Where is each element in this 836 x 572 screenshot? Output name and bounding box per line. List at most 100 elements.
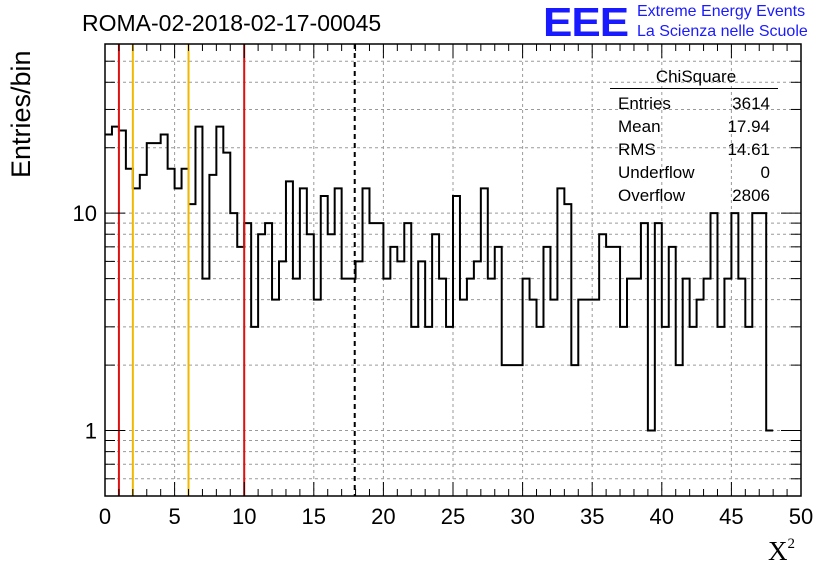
logo-line-1: Extreme Energy Events — [637, 3, 806, 20]
stats-value: 3614 — [732, 94, 770, 113]
histogram-bin — [745, 327, 752, 496]
histogram-outline — [105, 125, 774, 432]
histogram-bin — [523, 279, 530, 496]
histogram-bin — [251, 327, 258, 496]
x-tick-label: 10 — [232, 504, 256, 529]
histogram-bin — [641, 223, 648, 496]
histogram-bin — [543, 247, 550, 496]
x-tick-label: 40 — [650, 504, 674, 529]
histogram-bin — [182, 169, 189, 496]
histogram-bin — [376, 223, 383, 496]
histogram-bin — [446, 327, 453, 496]
x-tick-label: 30 — [510, 504, 534, 529]
stats-value: 17.94 — [727, 117, 770, 136]
histogram-bin — [126, 169, 133, 496]
stats-box-title: ChiSquare — [610, 66, 778, 89]
eee-logo: EEE — [543, 0, 629, 46]
histogram-bin — [154, 143, 161, 496]
histogram-bin — [550, 300, 557, 496]
histogram-bin — [244, 223, 251, 496]
histogram-bin — [738, 279, 745, 496]
histogram-bin — [383, 279, 390, 496]
histogram-bin — [578, 300, 585, 496]
histogram-bin — [168, 169, 175, 496]
histogram-bin — [397, 261, 404, 496]
stats-label: Overflow — [618, 186, 686, 205]
stats-label: Entries — [618, 94, 671, 113]
histogram-bin — [321, 196, 328, 496]
histogram-bin — [655, 223, 662, 496]
axes-layer: 0 5 10 15 20 25 30 35 40 45 50 1 10 — [73, 43, 813, 529]
histogram-bin — [606, 247, 613, 496]
histogram-bin — [488, 279, 495, 496]
histogram-bin — [453, 196, 460, 496]
histogram-bin — [404, 223, 411, 496]
x-tick-label: 15 — [302, 504, 326, 529]
histogram-bin — [634, 279, 641, 496]
histogram-bin — [356, 261, 363, 496]
stats-row-entries: Entries 3614 — [610, 92, 778, 115]
histogram-bin — [293, 279, 300, 496]
histogram-bin — [752, 213, 759, 496]
stats-label: Underflow — [618, 163, 695, 182]
x-axis-label-base: X — [768, 536, 788, 566]
histogram-bin — [467, 279, 474, 496]
histogram-bin — [418, 261, 425, 496]
histogram-bin — [530, 300, 537, 496]
x-tick-label: 5 — [168, 504, 180, 529]
chart-title: ROMA-02-2018-02-17-00045 — [82, 10, 382, 36]
histogram-bin — [189, 204, 196, 496]
stats-row-overflow: Overflow 2806 — [610, 184, 778, 207]
histogram-bin — [759, 213, 766, 496]
histogram-bin — [105, 135, 112, 496]
histogram-bin — [147, 143, 154, 496]
histogram-bin — [223, 153, 230, 496]
x-tick-label: 35 — [580, 504, 604, 529]
histogram-bin — [683, 279, 690, 496]
histogram-bin — [460, 300, 467, 496]
x-tick-label: 0 — [99, 504, 111, 529]
histogram-bin — [592, 300, 599, 496]
stats-value: 2806 — [732, 186, 770, 205]
stats-box: ChiSquare Entries 3614 Mean 17.94 RMS 14… — [610, 66, 778, 207]
x-tick-label: 20 — [371, 504, 395, 529]
histogram-bin — [342, 279, 349, 496]
histogram-bin — [711, 213, 718, 496]
histogram-bin — [690, 327, 697, 496]
stats-label: Mean — [618, 117, 661, 136]
histogram-bin — [265, 223, 272, 496]
y-axis-label: Entries/bin — [6, 50, 36, 178]
histogram-bin — [202, 279, 209, 496]
stats-row-mean: Mean 17.94 — [610, 115, 778, 138]
histogram-bin — [237, 247, 244, 496]
histogram-bin — [662, 327, 669, 496]
x-axis-label: X2 — [768, 536, 795, 567]
x-axis-label-superscript: 2 — [787, 536, 796, 552]
histogram-bin — [717, 327, 724, 496]
histogram-bin — [439, 279, 446, 496]
x-tick-label: 50 — [789, 504, 813, 529]
histogram-bin — [474, 261, 481, 496]
histogram-bin — [230, 213, 237, 496]
histogram-bin — [411, 327, 418, 496]
x-tick-label: 45 — [719, 504, 743, 529]
histogram-bin — [620, 327, 627, 496]
x-tick-label: 25 — [441, 504, 465, 529]
histogram-bin — [425, 327, 432, 496]
stats-value: 14.61 — [727, 140, 770, 159]
histogram-bin — [537, 327, 544, 496]
histogram-bin — [704, 279, 711, 496]
histogram-bin — [697, 300, 704, 496]
stats-label: RMS — [618, 140, 656, 159]
histogram-bin — [585, 300, 592, 496]
histogram-bin — [286, 181, 293, 496]
stats-value: 0 — [760, 163, 770, 182]
histogram-bin — [161, 135, 168, 496]
stats-row-rms: RMS 14.61 — [610, 138, 778, 161]
logo-line-2: La Scienza nelle Scuole — [637, 23, 808, 40]
reference-lines-layer — [117, 44, 356, 496]
y-tick-label: 10 — [73, 201, 97, 226]
histogram-bin — [669, 247, 676, 496]
histogram-bin — [314, 300, 321, 496]
